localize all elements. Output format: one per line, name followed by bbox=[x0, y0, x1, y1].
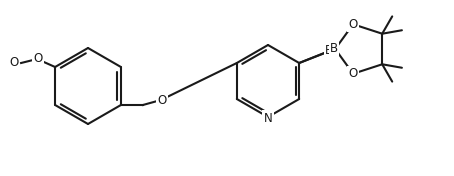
Text: B: B bbox=[330, 42, 338, 55]
Text: O: O bbox=[157, 93, 167, 106]
Text: O: O bbox=[349, 18, 358, 31]
Text: O: O bbox=[34, 52, 43, 65]
Text: N: N bbox=[264, 112, 272, 124]
Text: O: O bbox=[10, 56, 19, 70]
Text: O: O bbox=[349, 67, 358, 80]
Text: B: B bbox=[325, 45, 333, 58]
